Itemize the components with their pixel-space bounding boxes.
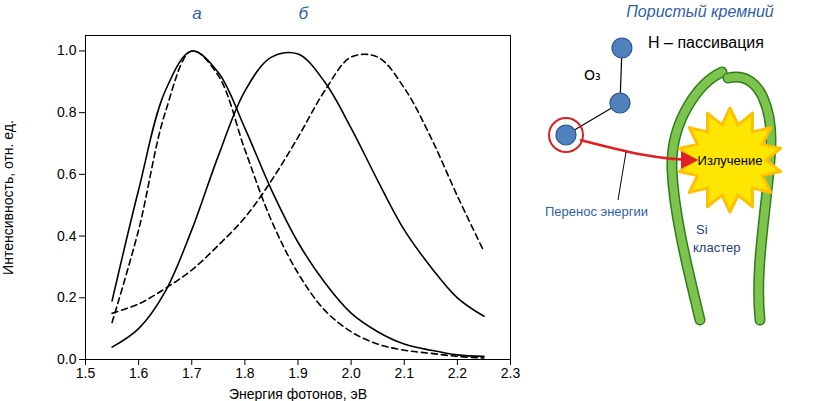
svg-text:0.4: 0.4 — [57, 228, 77, 244]
svg-text:Интенсивность, отн. ед.: Интенсивность, отн. ед. — [0, 120, 16, 275]
svg-text:O₃: O₃ — [584, 67, 601, 83]
svg-text:0.2: 0.2 — [57, 289, 77, 305]
svg-text:1.7: 1.7 — [182, 365, 202, 381]
svg-text:2.2: 2.2 — [448, 365, 468, 381]
svg-text:H – пассивация: H – пассивация — [648, 34, 764, 51]
svg-text:0.6: 0.6 — [57, 166, 77, 182]
svg-text:1.9: 1.9 — [288, 365, 308, 381]
svg-text:Перенос энергии: Перенос энергии — [545, 204, 648, 219]
svg-text:0.0: 0.0 — [57, 351, 77, 367]
svg-text:а: а — [192, 4, 201, 23]
svg-text:1.8: 1.8 — [235, 365, 255, 381]
svg-text:1.5: 1.5 — [76, 365, 96, 381]
svg-text:2.3: 2.3 — [501, 365, 521, 381]
svg-text:кластер: кластер — [693, 240, 740, 255]
svg-text:Si: Si — [696, 222, 708, 237]
svg-text:0.8: 0.8 — [57, 104, 77, 120]
svg-text:б: б — [299, 4, 310, 23]
svg-text:1.0: 1.0 — [57, 42, 77, 58]
svg-text:Излучение: Излучение — [698, 153, 763, 168]
svg-text:Энергия фотонов, эВ: Энергия фотонов, эВ — [229, 386, 367, 401]
svg-text:Пористый кремний: Пористый кремний — [626, 3, 774, 20]
svg-text:1.6: 1.6 — [129, 365, 149, 381]
svg-text:2.1: 2.1 — [395, 365, 415, 381]
svg-text:2.0: 2.0 — [341, 365, 361, 381]
